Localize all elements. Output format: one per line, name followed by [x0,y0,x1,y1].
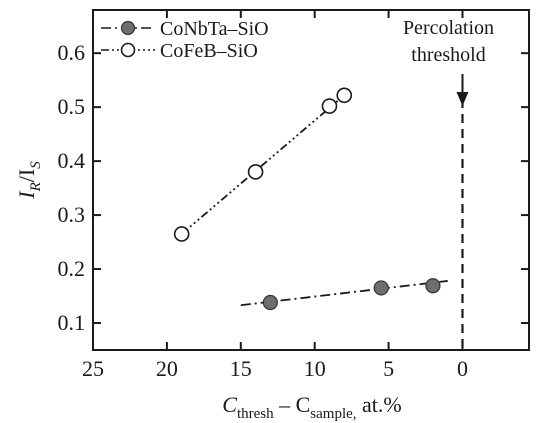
data-point-open [173,226,190,242]
y-tick-label: 0.3 [58,202,86,227]
x-tick-label: 0 [457,356,468,381]
legend-marker [120,42,136,58]
y-tick-label: 0.1 [58,310,86,335]
y-tick-label: 0.2 [58,256,86,281]
x-tick-label: 20 [156,356,178,381]
y-axis-label: IR/IS [14,161,44,200]
x-axis-label: Cthresh – Csample, at.% [222,392,402,422]
data-point-filled [373,280,389,296]
tick-group: 0.1 0.2 0.3 0.4 0.5 0.6 25 20 15 10 5 0 [58,10,529,381]
data-point-filled [425,278,441,294]
y-tick-label: 0.5 [58,94,86,119]
threshold-annotation: threshold [411,44,485,66]
data-point-open [247,164,264,180]
x-tick-label: 5 [383,356,394,381]
threshold-annotation: Percolation [403,17,494,39]
data-points [173,87,441,311]
legend-marker [120,20,136,36]
plot-frame [92,9,530,351]
x-tick-label: 10 [304,356,326,381]
y-tick-label: 0.6 [58,40,86,65]
fit-lines [181,94,448,307]
x-tick-label: 15 [230,356,252,381]
threshold-marker: Percolation threshold [403,17,494,350]
data-point-open [336,87,353,104]
fit-line [181,94,345,235]
data-point-open [321,98,338,114]
legend-label: CoNbTa–SiO [160,18,269,40]
y-tick-label: 0.4 [58,148,86,173]
legend-label: CoFeB–SiO [160,40,258,62]
threshold-arrow-head [456,92,469,106]
data-point-filled [262,294,278,311]
x-tick-label: 25 [82,356,104,381]
